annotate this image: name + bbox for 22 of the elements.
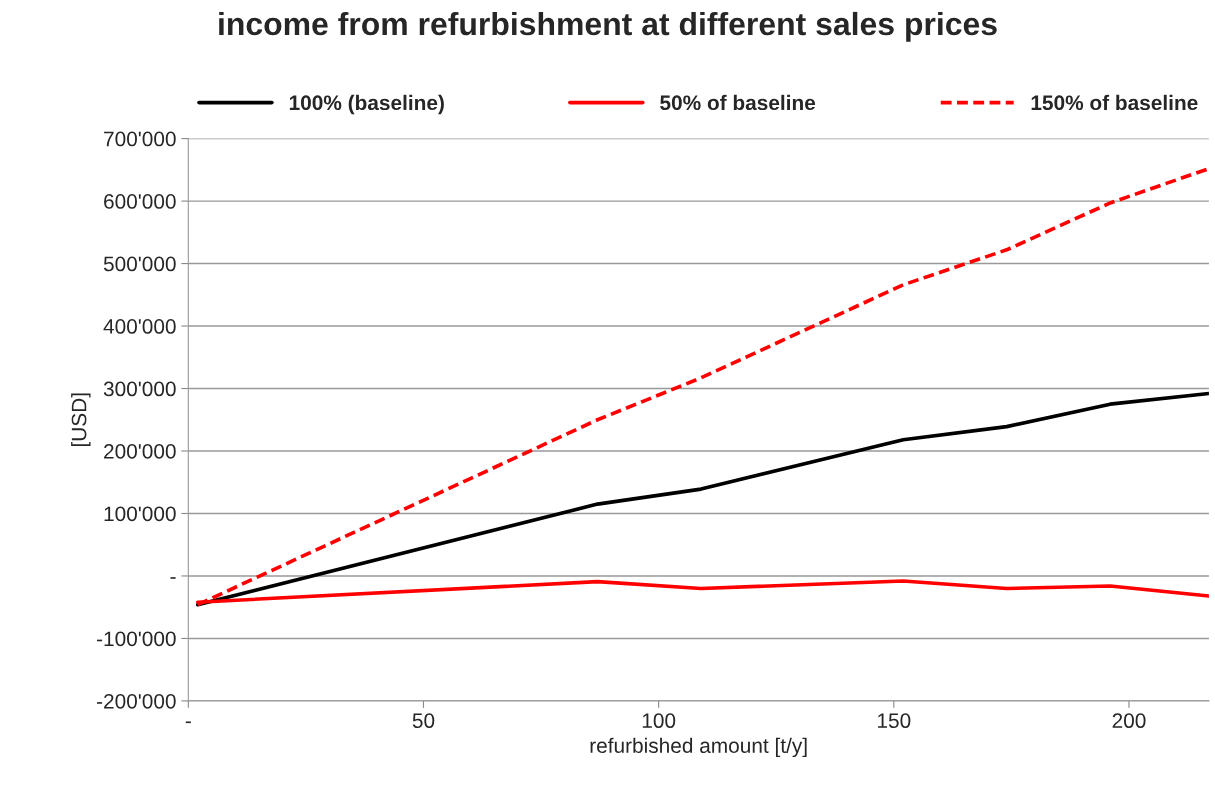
x-tick-label: 150: [878, 713, 911, 729]
legend-label: 100% (baseline): [289, 94, 444, 115]
x-tick-label: 50: [412, 713, 435, 729]
y-tick-label: 100'000: [104, 506, 176, 522]
legend-label: 150% of baseline: [1031, 94, 1198, 111]
y-tick-label: 600'000: [104, 194, 176, 209]
y-tick-label: -200'000: [97, 693, 176, 709]
x-tick-label: 200: [1112, 713, 1146, 729]
y-tick-label: 400'000: [103, 319, 176, 334]
legend-label: 50% of baseline: [660, 94, 816, 111]
x-tick-label: 100: [642, 713, 676, 729]
x-axis-title: refurbished amount [t/y]: [590, 737, 807, 758]
y-tick-label: 700'000: [104, 131, 176, 147]
y-tick-label: 500'000: [103, 256, 176, 272]
line-series: [195, 391, 1209, 607]
y-tick-label: 300'000: [103, 381, 176, 397]
chart-title: income from refurbishment at different sales prices: [219, 11, 997, 42]
y-tick-label: -100'000: [97, 631, 176, 647]
y-axis-title: [USD]: [71, 393, 91, 447]
x-tick-label: -: [185, 721, 191, 724]
y-tick-label: -: [170, 577, 176, 579]
y-tick-label: 200'000: [104, 444, 176, 459]
